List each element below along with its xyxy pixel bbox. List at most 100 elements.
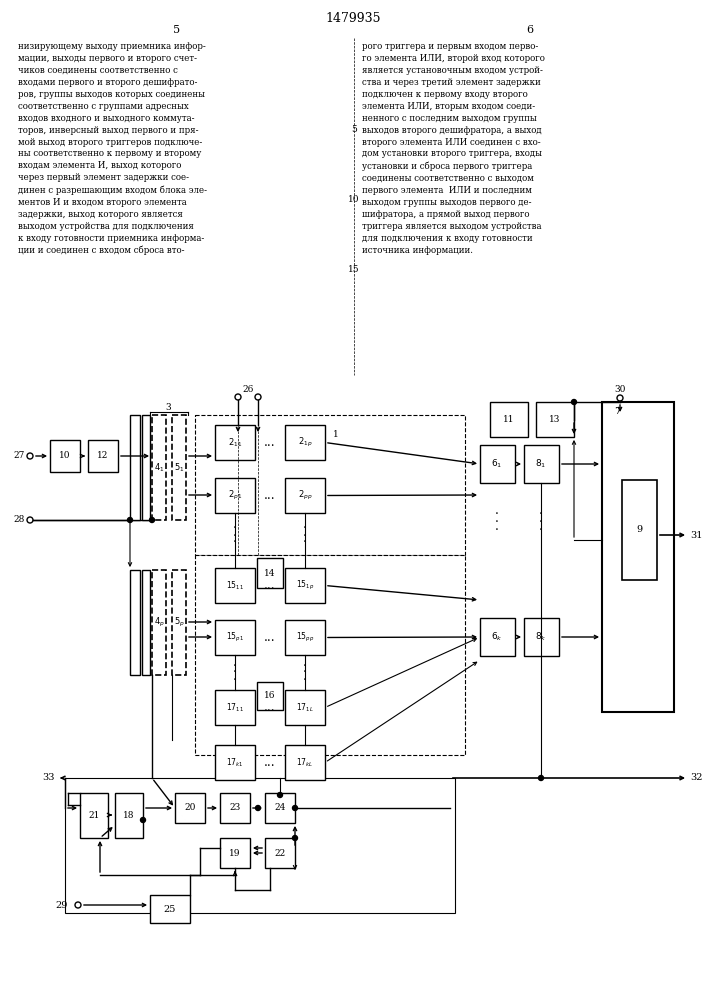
Bar	[536, 402, 574, 437]
Text: 29: 29	[56, 900, 68, 910]
Text: .: .	[233, 518, 237, 532]
Bar	[220, 838, 250, 868]
Text: 31: 31	[690, 530, 703, 540]
Text: .: .	[303, 526, 307, 538]
Text: .: .	[233, 526, 237, 538]
Bar	[524, 618, 559, 656]
Bar	[115, 793, 143, 838]
Bar	[285, 425, 325, 460]
Text: 10: 10	[349, 196, 360, 205]
Bar	[150, 895, 190, 923]
Text: .: .	[233, 670, 237, 682]
Text: рого триггера и первым входом перво-
го элемента ИЛИ, второй вход которого
являе: рого триггера и первым входом перво- го …	[362, 42, 545, 255]
Text: $6_k$: $6_k$	[491, 631, 503, 643]
Circle shape	[278, 792, 283, 798]
Bar	[215, 620, 255, 655]
Text: 9: 9	[636, 526, 642, 534]
Text: 26: 26	[243, 385, 254, 394]
Text: ...: ...	[264, 701, 276, 714]
Circle shape	[149, 518, 155, 522]
Text: ...: ...	[264, 756, 276, 769]
Text: $8_1$: $8_1$	[535, 458, 547, 470]
Text: 24: 24	[274, 804, 286, 812]
Text: 32: 32	[690, 774, 703, 782]
Text: .: .	[303, 656, 307, 668]
Text: $17_{1L}$: $17_{1L}$	[296, 701, 314, 714]
Text: $8_k$: $8_k$	[535, 631, 547, 643]
Text: 28: 28	[13, 516, 25, 524]
Bar	[88, 440, 118, 472]
Text: 20: 20	[185, 804, 196, 812]
Text: 19: 19	[229, 848, 241, 857]
Text: $2_{1p}$: $2_{1p}$	[298, 436, 312, 449]
Text: 5: 5	[173, 25, 180, 35]
Text: 13: 13	[549, 416, 561, 424]
Text: 33: 33	[42, 774, 55, 782]
Text: низирующему выходу приемника инфор-
мации, выходы первого и второго счет-
чиков : низирующему выходу приемника инфор- маци…	[18, 42, 207, 255]
Text: 6: 6	[527, 25, 534, 35]
Text: .: .	[495, 512, 499, 524]
Text: $4_1$: $4_1$	[153, 462, 164, 474]
Text: 27: 27	[13, 452, 25, 460]
Bar	[50, 440, 80, 472]
Text: 11: 11	[503, 416, 515, 424]
Bar	[65, 778, 455, 913]
Circle shape	[255, 806, 260, 810]
Text: 22: 22	[274, 848, 286, 857]
Bar	[195, 555, 465, 755]
Circle shape	[293, 806, 298, 810]
Circle shape	[293, 836, 298, 840]
Bar	[215, 568, 255, 603]
Bar	[152, 415, 166, 520]
Bar	[265, 793, 295, 823]
Bar	[257, 558, 283, 588]
Text: 1: 1	[333, 430, 339, 439]
Text: $5_p$: $5_p$	[173, 615, 185, 629]
Text: $17_{kL}$: $17_{kL}$	[296, 756, 314, 769]
Circle shape	[539, 776, 544, 780]
Text: ...: ...	[264, 436, 276, 449]
Text: 23: 23	[229, 804, 240, 812]
Text: $6_1$: $6_1$	[491, 458, 503, 470]
Bar	[195, 415, 465, 555]
Text: 21: 21	[88, 810, 100, 820]
Text: ...: ...	[264, 489, 276, 502]
Text: .: .	[539, 512, 543, 524]
Text: $15_{11}$: $15_{11}$	[226, 579, 244, 592]
Bar	[257, 682, 283, 710]
Text: $2_{p1}$: $2_{p1}$	[228, 489, 242, 502]
Bar	[80, 793, 108, 838]
Text: 5: 5	[351, 125, 357, 134]
Text: .: .	[233, 656, 237, 668]
Bar	[265, 838, 295, 868]
Text: 16: 16	[264, 692, 276, 700]
Bar	[130, 570, 140, 675]
Bar	[285, 478, 325, 513]
Bar	[130, 415, 140, 520]
Text: ...: ...	[264, 579, 276, 592]
Text: $15_{pp}$: $15_{pp}$	[296, 631, 314, 644]
Text: .: .	[303, 670, 307, 682]
Text: $15_{1p}$: $15_{1p}$	[296, 579, 314, 592]
Text: 3: 3	[165, 403, 171, 412]
Text: .: .	[495, 504, 499, 516]
Text: 10: 10	[59, 452, 71, 460]
Bar	[285, 620, 325, 655]
Bar	[215, 425, 255, 460]
Text: $4_p$: $4_p$	[153, 615, 165, 629]
Text: $15_{p1}$: $15_{p1}$	[226, 631, 244, 644]
Bar	[220, 793, 250, 823]
Text: $17_{k1}$: $17_{k1}$	[226, 756, 244, 769]
Bar	[172, 415, 186, 520]
Text: .: .	[539, 504, 543, 516]
Text: $17_{11}$: $17_{11}$	[226, 701, 244, 714]
Bar	[480, 445, 515, 483]
Circle shape	[571, 399, 576, 404]
Text: 15: 15	[348, 265, 360, 274]
Text: .: .	[233, 532, 237, 546]
Text: .: .	[539, 520, 543, 532]
Text: $2_{pp}$: $2_{pp}$	[298, 489, 312, 502]
Text: .: .	[303, 518, 307, 532]
Bar	[175, 793, 205, 823]
Text: 14: 14	[264, 568, 276, 578]
